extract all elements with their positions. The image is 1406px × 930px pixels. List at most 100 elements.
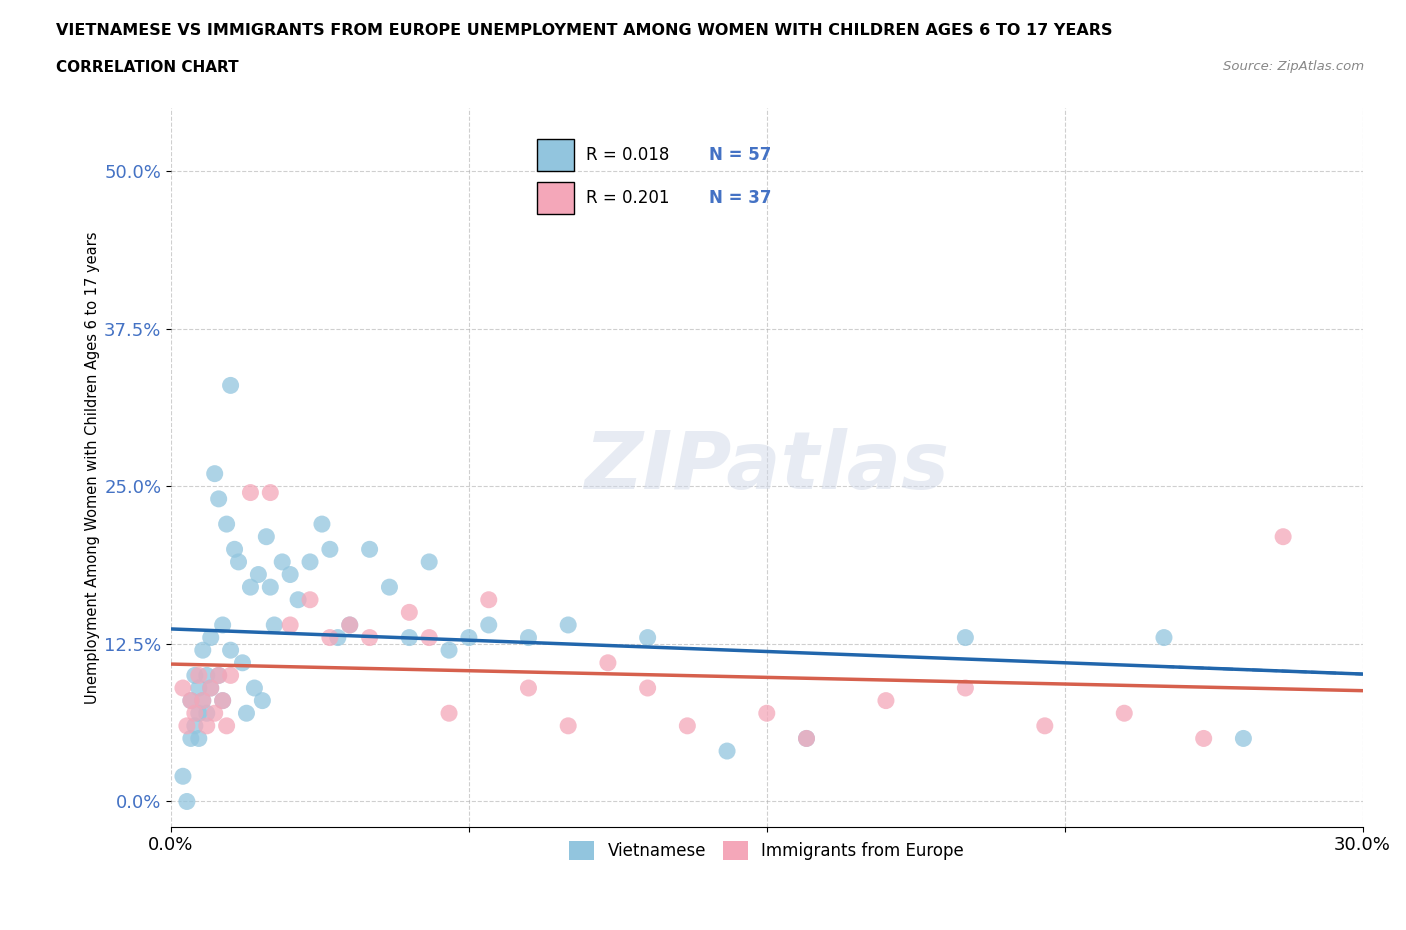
Point [955, 631, 977, 645]
Point [239, 579, 262, 594]
Point [319, 631, 342, 645]
Point [259, 579, 281, 594]
Point [187, 706, 209, 721]
Point [1232, 731, 1254, 746]
Point [326, 631, 349, 645]
Point [418, 554, 440, 569]
Point [418, 631, 440, 645]
Point [437, 706, 460, 721]
Point [1114, 706, 1136, 721]
Point [875, 693, 897, 708]
Point [311, 517, 333, 532]
Point [596, 656, 619, 671]
Point [378, 579, 401, 594]
Point [172, 769, 194, 784]
Point [637, 631, 659, 645]
Point [796, 731, 818, 746]
Point [517, 681, 540, 696]
Point [457, 631, 479, 645]
Point [200, 631, 222, 645]
Point [271, 554, 294, 569]
Y-axis label: Unemployment Among Women with Children Ages 6 to 17 years: Unemployment Among Women with Children A… [86, 231, 100, 704]
Point [211, 693, 233, 708]
Point [1192, 731, 1215, 746]
Point [339, 618, 361, 632]
Point [398, 604, 420, 619]
Point [195, 668, 218, 683]
Text: ZIPatlas: ZIPatlas [585, 429, 949, 506]
Point [200, 681, 222, 696]
Point [208, 668, 231, 683]
Point [195, 718, 218, 733]
Point [557, 618, 579, 632]
Point [319, 542, 342, 557]
Point [254, 529, 277, 544]
Point [184, 706, 207, 721]
Point [187, 668, 209, 683]
Point [243, 681, 266, 696]
Text: VIETNAMESE VS IMMIGRANTS FROM EUROPE UNEMPLOYMENT AMONG WOMEN WITH CHILDREN AGES: VIETNAMESE VS IMMIGRANTS FROM EUROPE UNE… [56, 23, 1112, 38]
Point [191, 643, 214, 658]
Point [955, 681, 977, 696]
Point [637, 681, 659, 696]
Point [184, 718, 207, 733]
Point [359, 631, 381, 645]
Point [176, 794, 198, 809]
Point [239, 485, 262, 500]
Point [219, 668, 242, 683]
Point [195, 706, 218, 721]
Point [215, 517, 238, 532]
Point [359, 542, 381, 557]
Point [1272, 529, 1295, 544]
Point [252, 693, 274, 708]
Point [191, 693, 214, 708]
Point [184, 668, 207, 683]
Point [187, 681, 209, 696]
Point [1033, 718, 1056, 733]
Point [298, 592, 321, 607]
Point [398, 631, 420, 645]
Point [716, 744, 738, 759]
Point [231, 656, 253, 671]
Point [219, 378, 242, 392]
Point [557, 718, 579, 733]
Point [219, 643, 242, 658]
Point [259, 485, 281, 500]
Point [278, 618, 301, 632]
Point [235, 706, 257, 721]
Point [478, 592, 501, 607]
Point [172, 681, 194, 696]
Point [517, 631, 540, 645]
Point [211, 618, 233, 632]
Point [208, 668, 231, 683]
Point [208, 491, 231, 506]
Point [180, 693, 202, 708]
Point [204, 466, 226, 481]
Point [200, 681, 222, 696]
Point [215, 718, 238, 733]
Point [187, 731, 209, 746]
Point [191, 693, 214, 708]
Point [263, 618, 285, 632]
Point [224, 542, 246, 557]
Point [298, 554, 321, 569]
Point [478, 618, 501, 632]
Point [796, 731, 818, 746]
Text: CORRELATION CHART: CORRELATION CHART [56, 60, 239, 75]
Point [339, 618, 361, 632]
Point [228, 554, 250, 569]
Point [755, 706, 778, 721]
Point [247, 567, 270, 582]
Text: Source: ZipAtlas.com: Source: ZipAtlas.com [1223, 60, 1364, 73]
Point [180, 731, 202, 746]
Point [180, 693, 202, 708]
Point [204, 706, 226, 721]
Point [278, 567, 301, 582]
Legend: Vietnamese, Immigrants from Europe: Vietnamese, Immigrants from Europe [561, 832, 973, 869]
Point [211, 693, 233, 708]
Point [1153, 631, 1175, 645]
Point [287, 592, 309, 607]
Point [676, 718, 699, 733]
Point [176, 718, 198, 733]
Point [437, 643, 460, 658]
